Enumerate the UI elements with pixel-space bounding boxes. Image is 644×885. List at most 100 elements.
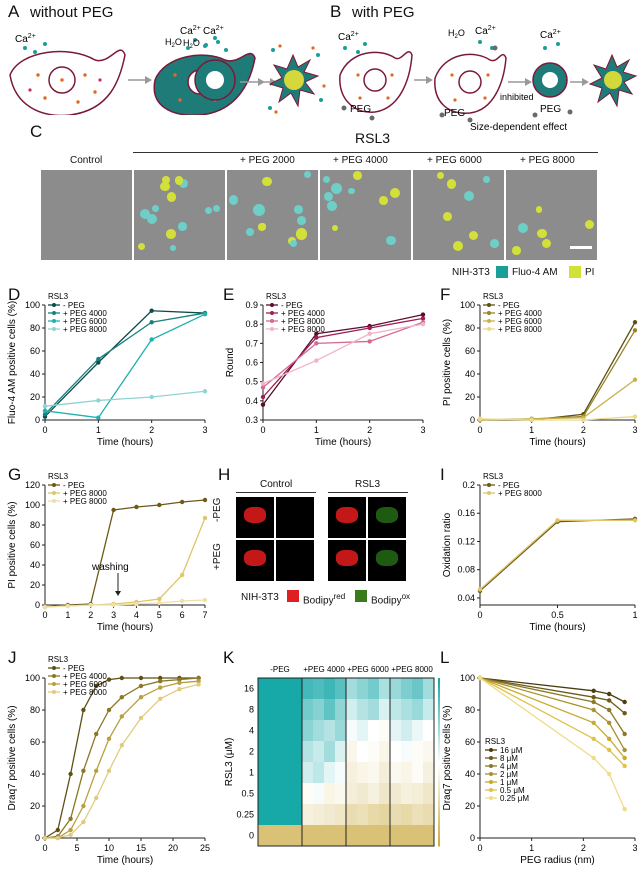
y-tick-label: 0.9: [245, 300, 258, 310]
heatmap-cell: [357, 804, 368, 825]
data-point: [81, 768, 86, 773]
heatmap-cell: [302, 678, 313, 699]
legend-marker: [52, 491, 56, 495]
bodipy-red-swatch: [287, 590, 299, 602]
data-point: [314, 341, 319, 346]
heatmap-cell: [423, 783, 434, 804]
data-point: [119, 743, 125, 748]
series-line: [479, 677, 625, 703]
chart-k: 16 8 4 2 1 0.5 0.25 0 -PEG +PEG 4000 +PEG 6000 +PEG…: [224, 665, 440, 847]
data-point: [202, 497, 208, 503]
data-point: [119, 714, 125, 719]
heatmap-cell: [335, 762, 346, 783]
colorbar-step: [438, 782, 440, 787]
x-tick-label: 1: [96, 425, 101, 435]
heatmap-group-label: +PEG 4000: [303, 665, 345, 674]
legend-title: RSL3: [48, 292, 69, 301]
y-tick-label: 60: [465, 346, 475, 356]
cell-blob: [326, 201, 337, 212]
cell-blob: [386, 235, 396, 245]
data-point: [42, 408, 48, 413]
panel-label-c: C: [30, 122, 43, 141]
x-tick-label: 6: [180, 610, 185, 620]
x-axis-label: Time (hours): [529, 437, 585, 448]
legend-marker: [52, 674, 56, 678]
b-peg-label-3: PEG: [540, 104, 561, 115]
heatmap-cell: [423, 825, 434, 846]
heatmap-row-label: 0: [249, 831, 254, 841]
fluo4-swatch: [496, 266, 508, 278]
colorbar-step: [438, 688, 440, 692]
cell-blob: [290, 239, 298, 247]
cell-blob: [294, 205, 303, 214]
data-point: [591, 707, 596, 713]
a-ion-label: Ca2+: [15, 33, 36, 45]
y-tick-label: 80: [30, 520, 40, 530]
data-point: [68, 832, 73, 837]
heatmap-cell: [302, 762, 313, 783]
legend-marker: [52, 499, 56, 503]
panel-label-l: L: [440, 648, 450, 667]
data-point: [555, 518, 560, 523]
series-line: [479, 379, 636, 421]
data-point: [65, 603, 71, 609]
panel-label-j: J: [8, 648, 17, 667]
x-axis-label: Time (hours): [97, 437, 153, 448]
data-point: [158, 685, 163, 690]
colorbar-step: [438, 815, 440, 820]
legend-label: + PEG 8000: [281, 325, 325, 334]
legend-marker: [270, 311, 274, 315]
heatmap-cell: [280, 741, 291, 762]
heatmap-cell: [258, 741, 269, 762]
heatmap-cell: [280, 699, 291, 720]
heatmap-cell: [357, 678, 368, 699]
heatmap-cell: [258, 762, 269, 783]
panel-c-legend-cell: NIH-3T3: [452, 267, 490, 278]
data-point: [96, 398, 101, 403]
heatmap-cell: [280, 825, 291, 846]
heatmap-cell: [401, 699, 412, 720]
h-image-6: [328, 540, 366, 581]
cell-blob: [166, 229, 176, 239]
heatmap-cell: [357, 783, 368, 804]
heatmap-cell: [313, 720, 324, 741]
colorbar-step: [438, 714, 440, 719]
colorbar-step: [438, 795, 440, 800]
cell-blob: [178, 179, 188, 188]
cell-blob: [228, 195, 239, 205]
legend-marker: [52, 483, 56, 487]
legend-marker: [52, 682, 56, 686]
panel-b-schematic: Ca2+ PEG Ca2+ H2O PEG inhibited Ca2+ PEG…: [338, 25, 638, 133]
data-point: [138, 715, 144, 721]
cell-blob: [138, 243, 146, 251]
data-point: [202, 597, 208, 603]
data-point: [177, 680, 182, 685]
colorbar-step: [438, 681, 440, 686]
data-point: [591, 755, 596, 761]
heatmap-row-label: 2: [249, 747, 254, 757]
legend-marker: [487, 483, 491, 487]
x-tick-label: 2: [149, 425, 154, 435]
series-line: [479, 677, 626, 810]
colorbar-step: [438, 798, 440, 803]
data-point: [106, 707, 112, 713]
micrograph-1: [134, 170, 225, 260]
data-point: [260, 381, 266, 386]
cell-blob: [160, 181, 170, 192]
heatmap-cell: [313, 741, 324, 762]
data-point: [134, 504, 139, 510]
legend-label: + PEG 8000: [498, 325, 542, 334]
cell-blob: [469, 231, 479, 241]
heatmap-row-label: 1: [249, 768, 254, 778]
y-tick-label: 0.2: [462, 480, 475, 490]
colorbar-step: [438, 748, 440, 753]
data-point: [632, 518, 638, 523]
x-tick-label: 25: [200, 843, 210, 853]
cell-blob: [212, 204, 220, 212]
cell-blob: [483, 176, 490, 183]
heatmap-cell: [302, 783, 313, 804]
legend-label: - PEG: [63, 664, 85, 673]
legend-label: + PEG 6000: [63, 317, 107, 326]
panel-label-f: F: [440, 285, 451, 304]
colorbar-step: [438, 741, 440, 746]
